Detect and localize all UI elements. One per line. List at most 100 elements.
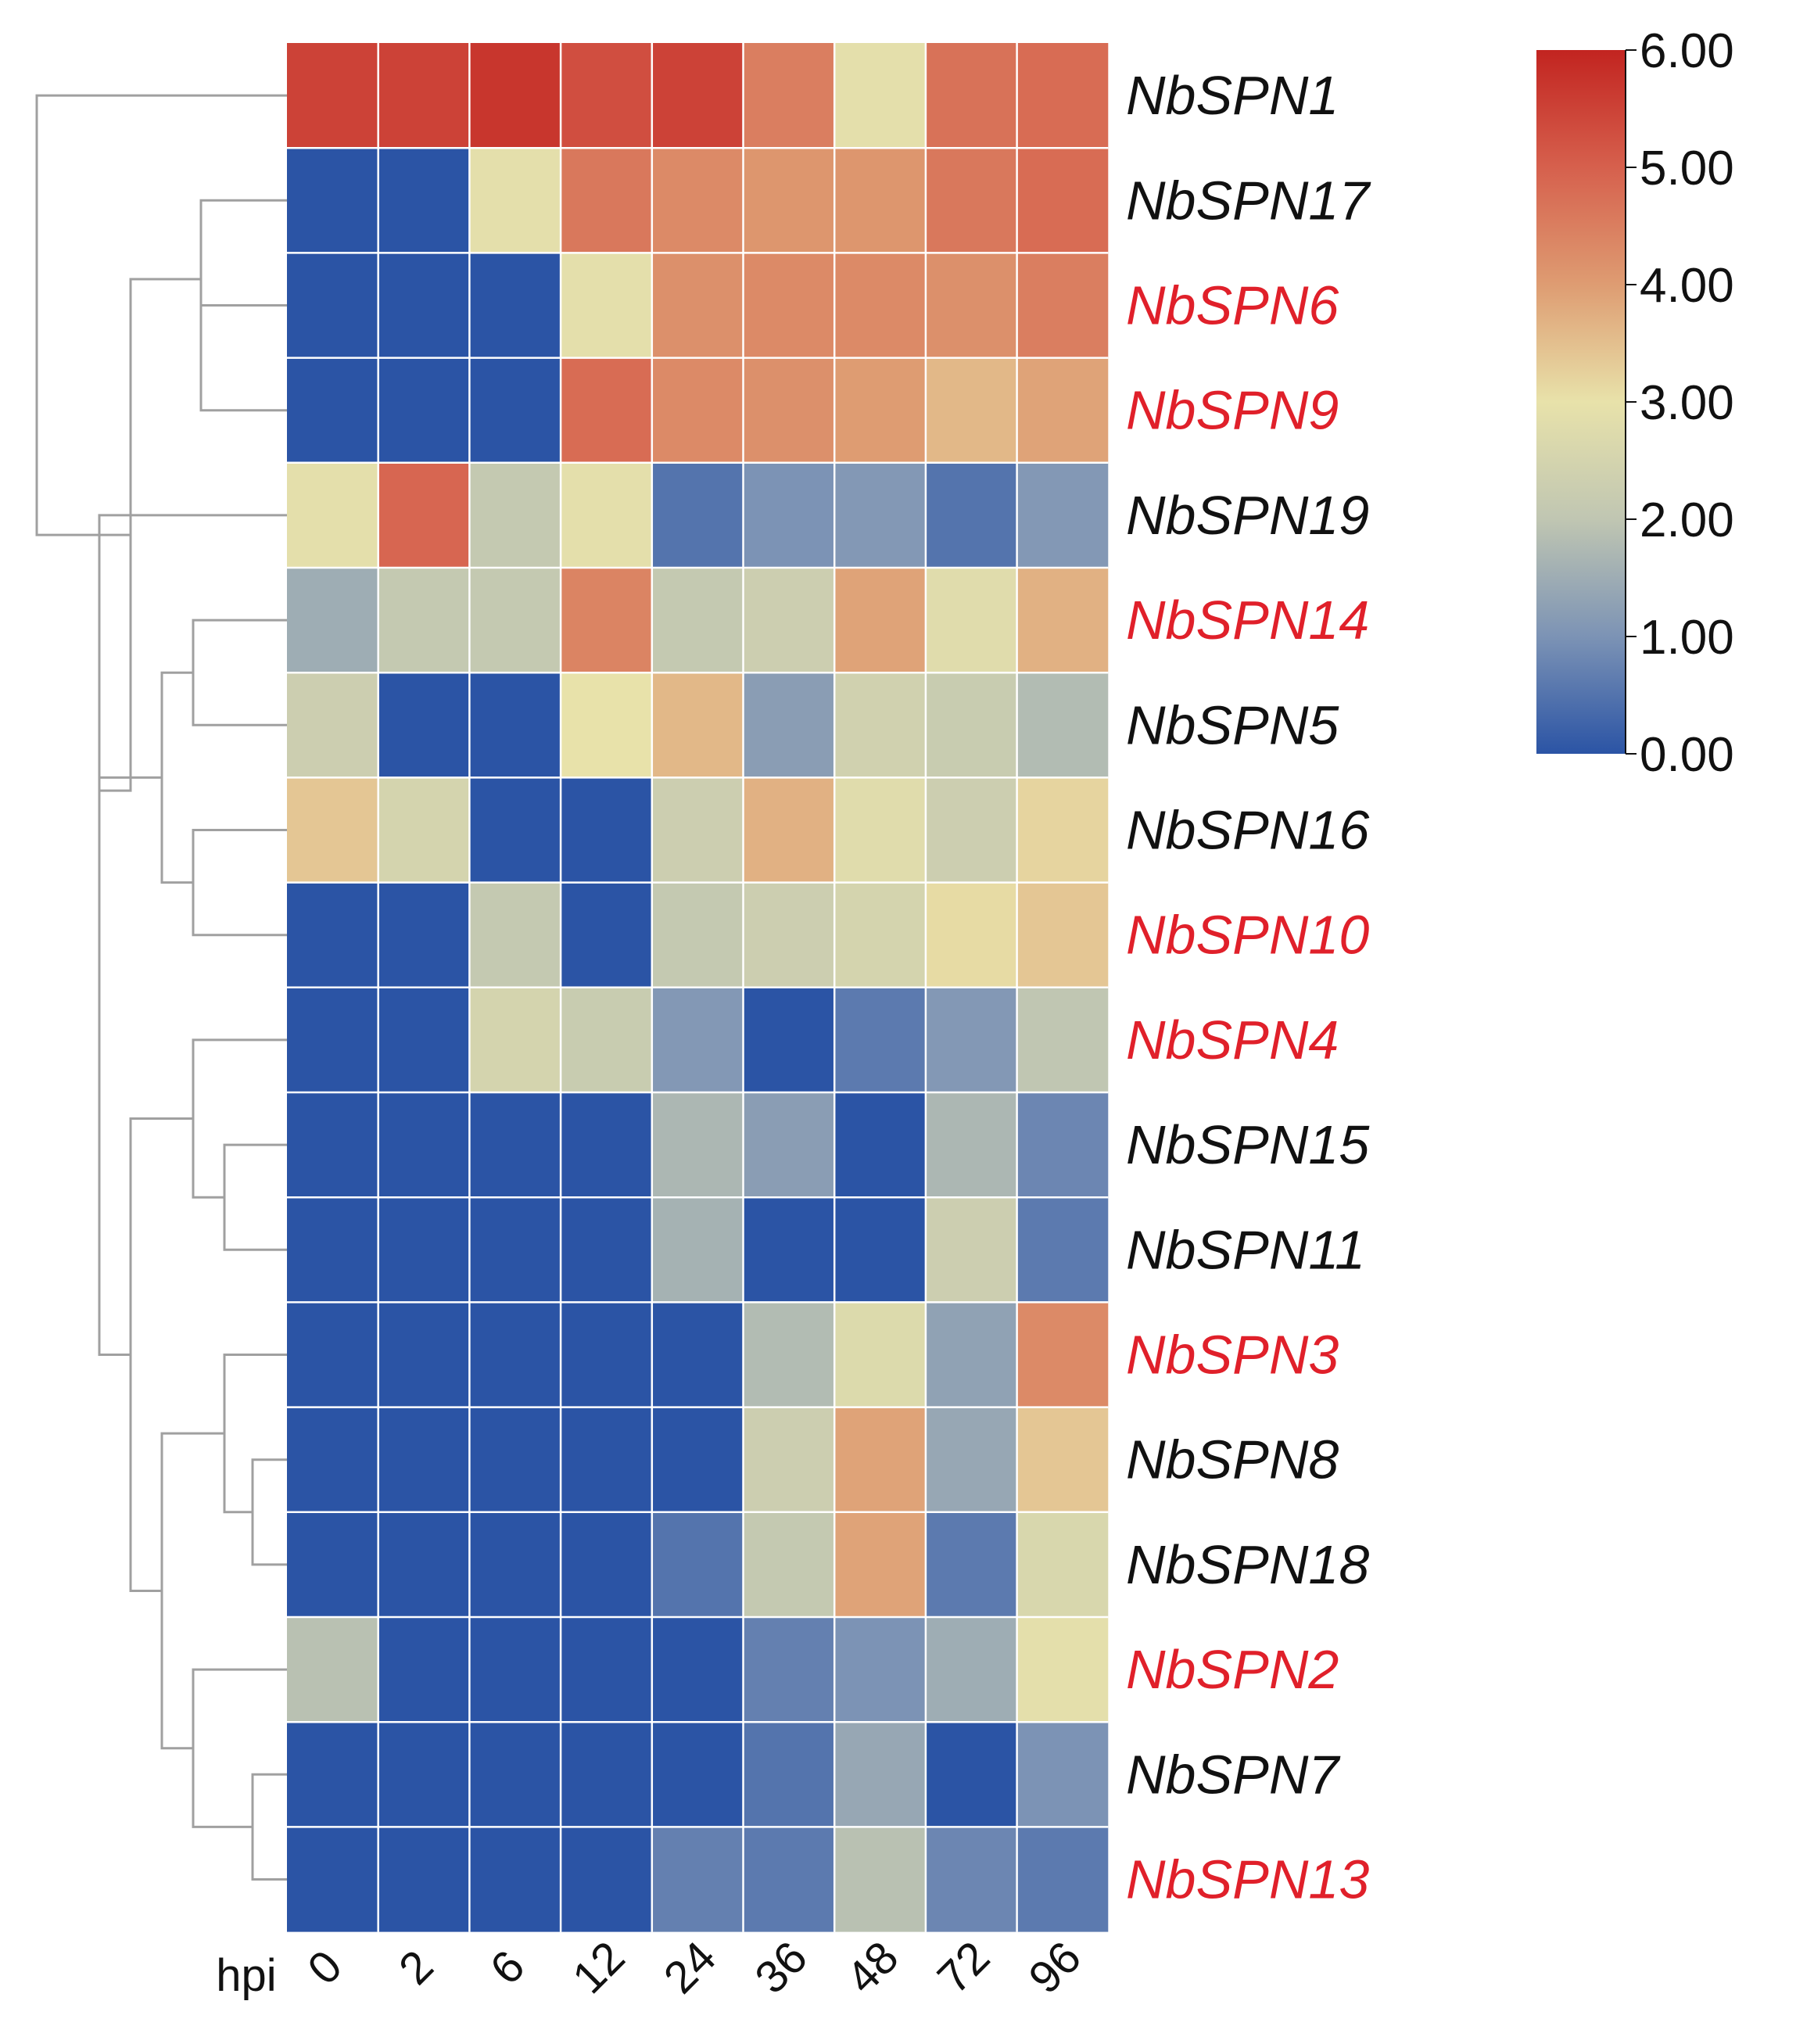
color-scale-bar [1536, 50, 1626, 754]
heatmap-cell [469, 43, 561, 149]
heatmap-cell [561, 882, 652, 988]
heatmap-cell [469, 672, 561, 778]
dendrogram-branch [192, 1038, 287, 1199]
heatmap-cell [469, 882, 561, 988]
heatmap-cell [925, 1827, 1017, 1932]
row-dendrogram [35, 94, 287, 1881]
color-scale-tick-label: 5.00 [1640, 142, 1734, 195]
dendrogram-branch [223, 1143, 287, 1251]
gene-label: NbSPN17 [1126, 170, 1371, 231]
heatmap-cell [561, 987, 652, 1092]
dendrogram-branch [160, 671, 193, 884]
heatmap-cell [378, 357, 470, 463]
heatmap-cell [378, 777, 470, 883]
heatmap-cell [378, 1407, 470, 1512]
heatmap-cell [469, 1407, 561, 1512]
heatmap-cell [651, 777, 744, 883]
heatmap-cell [1016, 568, 1109, 673]
heatmap-cell [743, 777, 835, 883]
heatmap-cell [743, 148, 835, 253]
heatmap-cell [834, 672, 926, 778]
heatmap-cell [834, 1197, 926, 1303]
column-tick-label: 72 [928, 1931, 1000, 2003]
heatmap-cell [651, 987, 744, 1092]
gene-label: NbSPN15 [1126, 1114, 1370, 1175]
color-scale-legend: 6.00 5.00 4.00 3.00 2.00 1.00 0.00 [1536, 24, 1734, 782]
heatmap-cell [378, 1302, 470, 1407]
heatmap-cell [651, 672, 744, 778]
heatmap-cell [378, 253, 470, 358]
heatmap-cell [561, 357, 652, 463]
heatmap-cell [561, 462, 652, 568]
color-scale-tick-label: 4.00 [1640, 259, 1734, 313]
gene-label: NbSPN6 [1126, 275, 1339, 336]
heatmap-cell [651, 1407, 744, 1512]
heatmap-cell [925, 672, 1017, 778]
heatmap-cell [469, 568, 561, 673]
heatmap-cell [651, 1827, 744, 1932]
heatmap-cell [743, 43, 835, 149]
heatmap-cell [743, 1092, 835, 1198]
gene-label: NbSPN5 [1126, 694, 1339, 755]
gene-label: NbSPN3 [1126, 1325, 1339, 1386]
heatmap-cell [925, 568, 1017, 673]
heatmap-cell [561, 1511, 652, 1617]
heatmap-cell [925, 253, 1017, 358]
heatmap-cell [925, 777, 1017, 883]
heatmap-cell [743, 882, 835, 988]
column-tick-label: 2 [389, 1941, 443, 1995]
heatmap-cell [287, 1197, 378, 1303]
heatmap-cell [561, 148, 652, 253]
heatmap-cell [743, 1511, 835, 1617]
color-scale-tick-label: 2.00 [1640, 493, 1734, 547]
heatmap-cell [925, 148, 1017, 253]
heatmap-cell [925, 1407, 1017, 1512]
heatmap-cell [834, 1617, 926, 1723]
heatmap-cell [287, 882, 378, 988]
color-scale-tick-label: 1.00 [1640, 611, 1734, 665]
heatmap-cell [287, 253, 378, 358]
heatmap-cell [1016, 357, 1109, 463]
heatmap-cell [561, 1092, 652, 1198]
dendrogram-branch [192, 1668, 287, 1828]
heatmap-cell [378, 568, 470, 673]
heatmap-cell [1016, 43, 1109, 149]
heatmap-cell [469, 1511, 561, 1617]
heatmap-cell [1016, 777, 1109, 883]
heatmap-cell [651, 1197, 744, 1303]
heatmap-cell [561, 777, 652, 883]
gene-label: NbSPN11 [1126, 1219, 1365, 1280]
heatmap-cell [469, 1197, 561, 1303]
heatmap-cell [378, 148, 470, 253]
heatmap-cell [561, 1197, 652, 1303]
heatmap-cell [378, 462, 470, 568]
heatmap-cell [925, 43, 1017, 149]
gene-label: NbSPN19 [1126, 485, 1369, 546]
column-labels: hpi 0 2 6 12 24 36 48 72 96 [216, 1931, 1091, 2003]
heatmap-cell [834, 253, 926, 358]
heatmap-cell [287, 1617, 378, 1723]
heatmap-cell [469, 1617, 561, 1723]
dendrogram-branch [199, 304, 287, 412]
heatmap-cell [743, 357, 835, 463]
column-tick-label: 36 [745, 1931, 817, 2003]
heatmap-cell [834, 1407, 926, 1512]
heatmap-cell [743, 568, 835, 673]
heatmap-cell [287, 1511, 378, 1617]
heatmap-cell [1016, 1722, 1109, 1827]
heatmap-cell [469, 1092, 561, 1198]
heatmap-cell [469, 253, 561, 358]
heatmap-cell [378, 672, 470, 778]
heatmap-cell [469, 357, 561, 463]
heatmap-cell [743, 1302, 835, 1407]
gene-label: NbSPN10 [1126, 905, 1369, 966]
heatmap-cell [287, 462, 378, 568]
heatmap-cell [834, 148, 926, 253]
heatmap-cell [651, 1617, 744, 1723]
gene-label: NbSPN2 [1126, 1639, 1339, 1700]
dendrogram-branch [192, 829, 287, 937]
heatmap-cell [651, 568, 744, 673]
heatmap-cell [651, 43, 744, 149]
heatmap-cell [1016, 253, 1109, 358]
heatmap-cell [651, 882, 744, 988]
